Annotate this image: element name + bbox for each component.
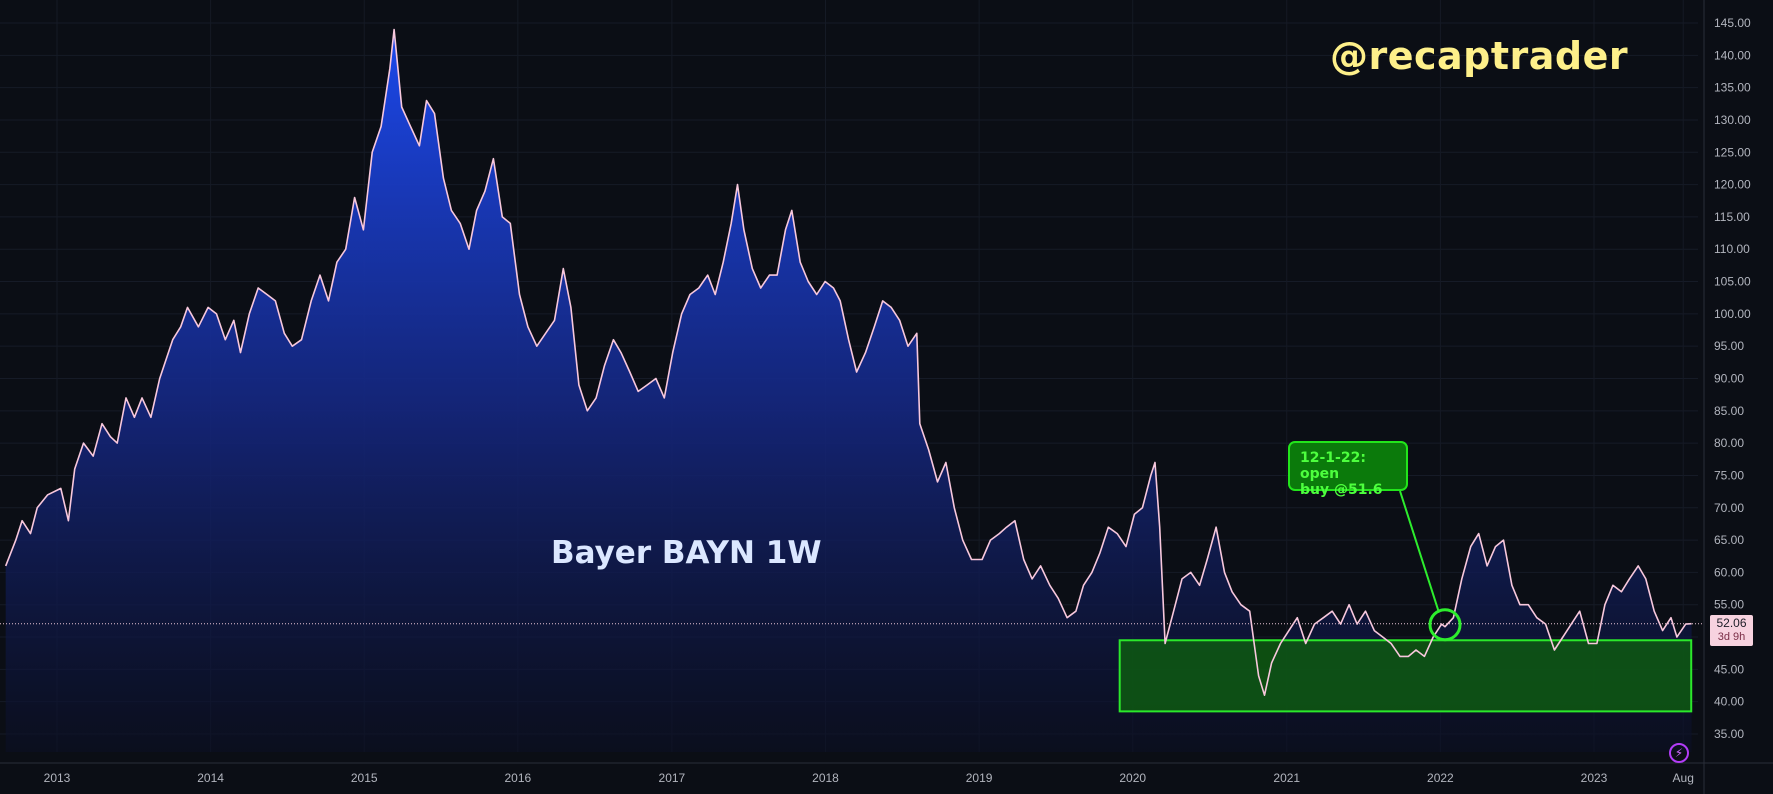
- x-tick-label: 2019: [966, 771, 993, 785]
- x-tick-label: 2022: [1427, 771, 1454, 785]
- x-tick-label: 2016: [504, 771, 531, 785]
- y-tick-label: 145.00: [1714, 16, 1751, 30]
- y-tick-label: 95.00: [1714, 339, 1744, 353]
- y-tick-label: 130.00: [1714, 113, 1751, 127]
- y-tick-label: 90.00: [1714, 372, 1744, 386]
- y-tick-label: 65.00: [1714, 533, 1744, 547]
- price-line: [4, 28, 1692, 696]
- x-tick-label: 2021: [1273, 771, 1300, 785]
- y-tick-label: 80.00: [1714, 436, 1744, 450]
- lightning-icon[interactable]: ⚡: [1669, 743, 1689, 763]
- y-tick-label: 40.00: [1714, 695, 1744, 709]
- chart-title: Bayer BAYN 1W: [551, 535, 822, 571]
- y-tick-label: 35.00: [1714, 727, 1744, 741]
- annotation-line-2: buy @51.6: [1300, 482, 1383, 498]
- x-tick-label: 2014: [197, 771, 224, 785]
- x-tick-label: 2020: [1119, 771, 1146, 785]
- annotation-pointer: [1399, 490, 1440, 614]
- y-tick-label: 135.00: [1714, 81, 1751, 95]
- entry-marker-circle: [1428, 608, 1462, 642]
- y-tick-label: 115.00: [1714, 210, 1750, 224]
- x-tick-label: 2015: [351, 771, 378, 785]
- y-tick-label: 45.00: [1714, 662, 1744, 676]
- support-zone-rect: [1118, 639, 1693, 713]
- x-tick-label: 2018: [812, 771, 839, 785]
- last-price-label: 52.06 3d 9h: [1710, 615, 1753, 646]
- price-area-fill: [5, 29, 1692, 752]
- y-tick-label: 100.00: [1714, 307, 1751, 321]
- y-tick-label: 60.00: [1714, 565, 1744, 579]
- y-tick-label: 140.00: [1714, 48, 1751, 62]
- trade-annotation: 12-1-22: open buy @51.6: [1288, 441, 1408, 498]
- x-tick-label: 2023: [1581, 771, 1608, 785]
- x-tick-label: 2017: [659, 771, 686, 785]
- y-tick-label: 75.00: [1714, 468, 1744, 482]
- y-tick-label: 85.00: [1714, 404, 1744, 418]
- annotation-line-1: 12-1-22: open: [1300, 450, 1366, 482]
- bar-countdown: 3d 9h: [1717, 631, 1746, 643]
- watermark-text: @recaptrader: [1330, 34, 1629, 78]
- x-tick-label: 2013: [44, 771, 71, 785]
- y-tick-label: 105.00: [1714, 275, 1751, 289]
- y-tick-label: 125.00: [1714, 145, 1751, 159]
- last-price-value: 52.06: [1716, 616, 1747, 630]
- y-tick-label: 120.00: [1714, 178, 1751, 192]
- y-tick-label: 55.00: [1714, 598, 1744, 612]
- y-tick-label: 70.00: [1714, 501, 1744, 515]
- y-tick-label: 110.00: [1714, 242, 1750, 256]
- x-tick-label: Aug: [1673, 771, 1694, 785]
